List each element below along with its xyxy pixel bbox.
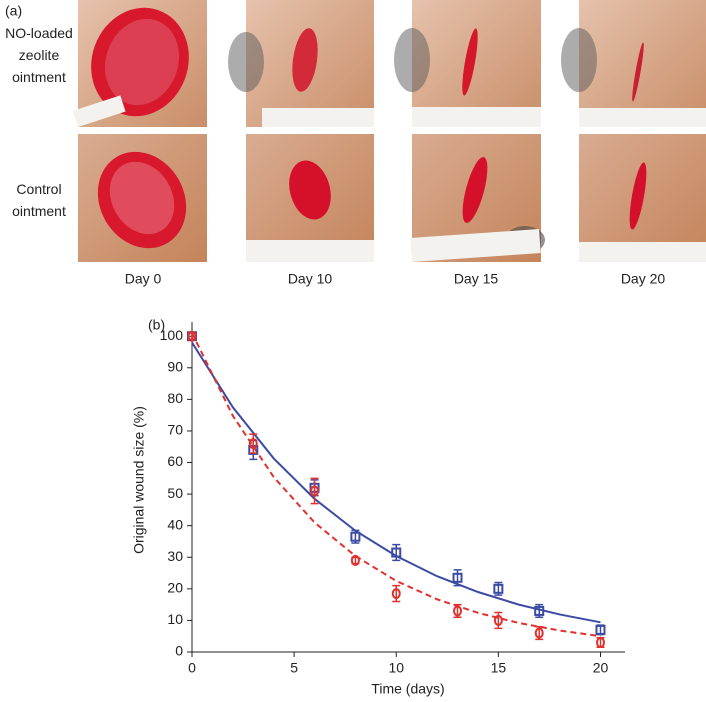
- x-axis-label: Time (days): [371, 681, 444, 697]
- y-tick-label: 40: [167, 516, 183, 532]
- panel-label: (a): [5, 3, 22, 19]
- marker: [534, 627, 544, 639]
- marker: [187, 330, 197, 342]
- marker: [595, 637, 605, 649]
- photo: [394, 0, 541, 127]
- marker: [493, 614, 503, 626]
- marker: [350, 531, 361, 542]
- photo: [579, 134, 706, 262]
- error-bar: [392, 543, 401, 562]
- column-label: Day 0: [125, 271, 162, 287]
- y-tick-label: 20: [167, 580, 183, 596]
- row-label: NO-loaded zeolite ointment: [5, 25, 73, 85]
- error-bar: [310, 477, 319, 505]
- marker: [310, 485, 320, 497]
- row-label: Control ointment: [12, 181, 66, 219]
- y-tick-label: 70: [167, 422, 183, 438]
- y-tick-label: 100: [160, 327, 184, 343]
- fit-line: [191, 341, 601, 624]
- y-tick-label: 10: [167, 611, 183, 627]
- marker: [391, 588, 401, 600]
- x-tick-label: 10: [388, 660, 404, 676]
- error-bar: [249, 433, 258, 454]
- photo: [228, 0, 374, 127]
- marker: [493, 583, 504, 594]
- y-tick-label: 30: [167, 548, 183, 564]
- error-bar: [453, 569, 462, 587]
- x-tick-label: 5: [290, 660, 298, 676]
- panel-label: (b): [148, 317, 165, 333]
- y-tick-label: 50: [167, 485, 183, 501]
- column-label: Day 10: [288, 271, 333, 287]
- y-tick-label: 60: [167, 453, 183, 469]
- photo: [561, 0, 706, 127]
- marker: [595, 624, 606, 635]
- marker: [452, 572, 463, 583]
- y-tick-label: 80: [167, 390, 183, 406]
- x-tick-label: 15: [491, 660, 507, 676]
- x-tick-label: 0: [188, 660, 196, 676]
- y-tick-label: 90: [167, 358, 183, 374]
- photo: [78, 134, 207, 262]
- marker: [534, 605, 545, 616]
- column-label: Day 20: [621, 271, 666, 287]
- column-label: Day 15: [454, 271, 499, 287]
- photo: [246, 134, 374, 262]
- y-tick-label: 0: [175, 643, 183, 659]
- photo: [72, 0, 207, 127]
- marker: [350, 554, 360, 566]
- marker: [391, 547, 402, 558]
- marker: [453, 605, 463, 617]
- marker: [248, 438, 258, 450]
- x-tick-label: 20: [593, 660, 609, 676]
- fit-line: [191, 332, 601, 638]
- photo: [410, 134, 545, 262]
- y-axis-label: Original wound size (%): [131, 406, 147, 554]
